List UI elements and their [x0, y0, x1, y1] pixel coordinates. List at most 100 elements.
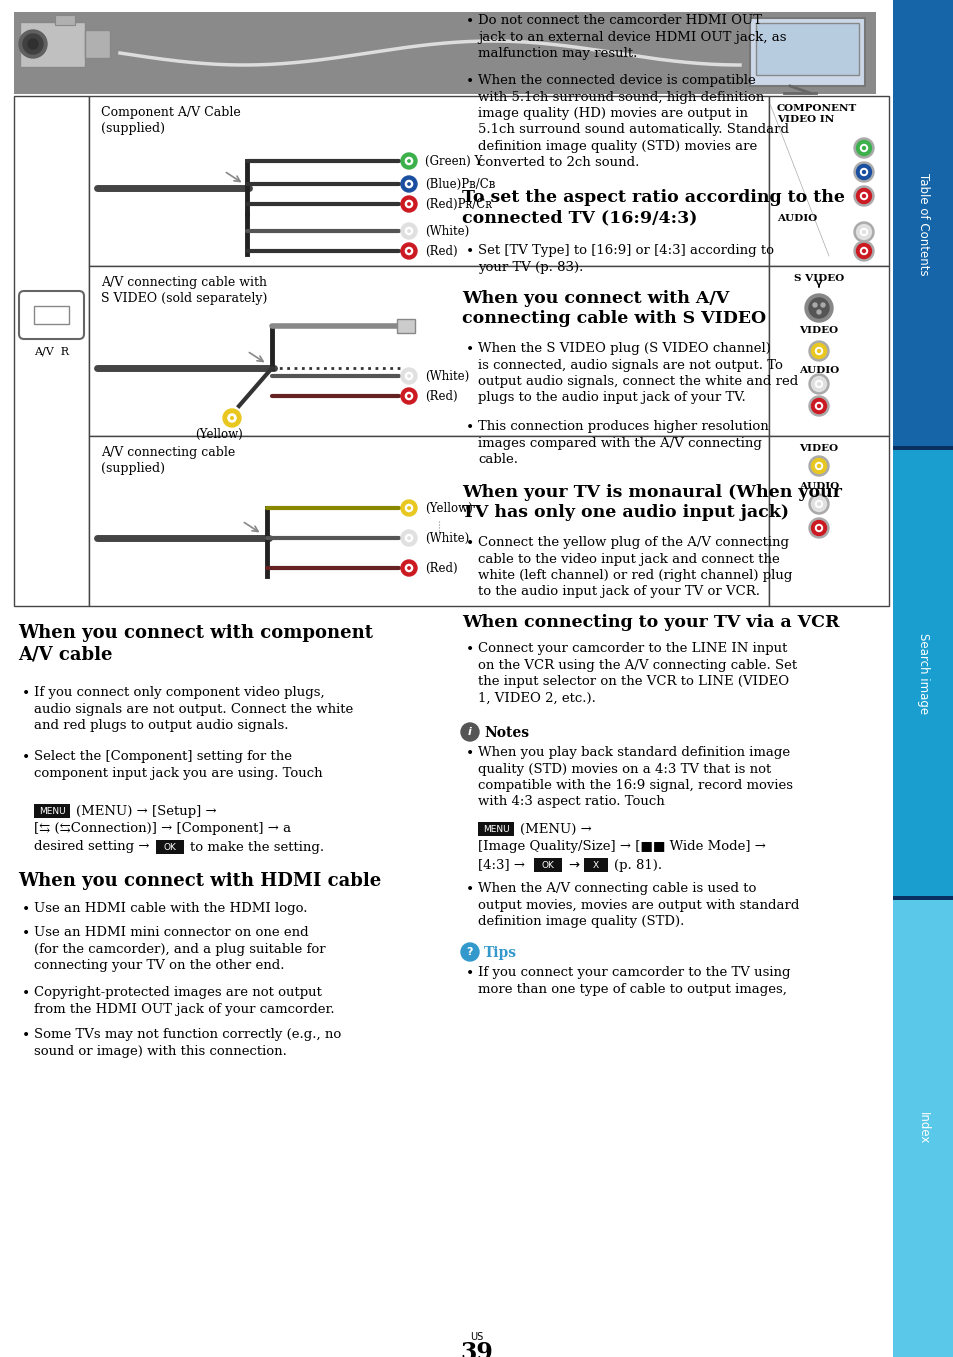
- Circle shape: [817, 464, 820, 468]
- Text: X: X: [593, 860, 598, 870]
- Text: COMPONENT
VIDEO IN: COMPONENT VIDEO IN: [776, 104, 857, 123]
- Circle shape: [853, 161, 873, 182]
- Circle shape: [405, 228, 412, 235]
- Circle shape: [817, 527, 820, 529]
- Text: Notes: Notes: [483, 726, 529, 740]
- Text: Table of Contents: Table of Contents: [916, 172, 929, 275]
- Text: •: •: [465, 642, 474, 655]
- Circle shape: [808, 456, 828, 476]
- Text: (White): (White): [424, 532, 469, 544]
- Circle shape: [812, 303, 816, 307]
- Circle shape: [405, 201, 412, 208]
- Circle shape: [808, 341, 828, 361]
- Bar: [477, 822, 514, 836]
- Circle shape: [815, 380, 821, 388]
- Circle shape: [400, 195, 416, 212]
- Circle shape: [862, 231, 864, 233]
- Circle shape: [862, 147, 864, 149]
- Bar: [89, 436, 768, 607]
- Text: When your TV is monaural (When your
TV has only one audio input jack): When your TV is monaural (When your TV h…: [461, 484, 841, 521]
- Circle shape: [853, 242, 873, 261]
- Circle shape: [811, 497, 825, 512]
- Bar: [14, 12, 875, 94]
- Text: When the A/V connecting cable is used to
output movies, movies are output with s: When the A/V connecting cable is used to…: [477, 882, 799, 928]
- Bar: [396, 319, 415, 332]
- Text: 39: 39: [460, 1341, 493, 1357]
- Circle shape: [407, 160, 410, 163]
- Circle shape: [860, 247, 866, 255]
- Text: MENU: MENU: [482, 825, 509, 833]
- Circle shape: [860, 168, 866, 175]
- Text: Component A/V Cable
(supplied): Component A/V Cable (supplied): [101, 106, 240, 134]
- Text: A/V connecting cable with
S VIDEO (sold separately): A/V connecting cable with S VIDEO (sold …: [101, 275, 267, 305]
- Circle shape: [817, 502, 820, 506]
- Circle shape: [815, 463, 821, 470]
- Text: When you connect with A/V
connecting cable with S VIDEO: When you connect with A/V connecting cab…: [461, 290, 765, 327]
- Circle shape: [400, 388, 416, 404]
- Circle shape: [405, 247, 412, 255]
- Circle shape: [23, 34, 43, 54]
- Text: US: US: [470, 1333, 483, 1342]
- Text: Connect your camcorder to the LINE IN input
on the VCR using the A/V connecting : Connect your camcorder to the LINE IN in…: [477, 642, 797, 704]
- Bar: [892, 900, 953, 1357]
- Circle shape: [460, 943, 478, 961]
- Bar: [583, 858, 607, 873]
- Bar: [34, 803, 70, 818]
- Circle shape: [811, 376, 825, 392]
- Bar: [156, 840, 184, 854]
- Circle shape: [811, 459, 825, 474]
- Circle shape: [816, 309, 821, 313]
- Bar: [89, 96, 768, 266]
- Text: (Yellow): (Yellow): [195, 427, 243, 441]
- Text: •: •: [465, 421, 474, 434]
- Text: Use an HDMI mini connector on one end
(for the camcorder), and a plug suitable f: Use an HDMI mini connector on one end (f…: [34, 925, 325, 972]
- Circle shape: [856, 243, 871, 258]
- Bar: [55, 15, 75, 24]
- Circle shape: [862, 250, 864, 252]
- Text: Index: Index: [916, 1111, 929, 1144]
- Circle shape: [860, 193, 866, 199]
- Circle shape: [815, 525, 821, 532]
- Circle shape: [407, 537, 410, 539]
- Circle shape: [817, 350, 820, 353]
- Text: desired setting →: desired setting →: [34, 840, 150, 854]
- Text: •: •: [22, 902, 30, 916]
- Circle shape: [407, 567, 410, 569]
- Circle shape: [811, 521, 825, 536]
- Bar: [89, 266, 768, 436]
- Bar: [768, 436, 888, 607]
- Text: (Blue)Pʙ/Cʙ: (Blue)Pʙ/Cʙ: [424, 178, 495, 190]
- Text: MENU: MENU: [39, 806, 65, 816]
- Text: VIDEO: VIDEO: [799, 326, 838, 335]
- Circle shape: [811, 343, 825, 358]
- Text: Use an HDMI cable with the HDMI logo.: Use an HDMI cable with the HDMI logo.: [34, 902, 307, 915]
- Circle shape: [405, 505, 412, 512]
- Text: (MENU) →: (MENU) →: [519, 822, 591, 836]
- Text: Select the [Component] setting for the
component input jack you are using. Touch: Select the [Component] setting for the c…: [34, 750, 322, 779]
- Text: Set [TV Type] to [16:9] or [4:3] according to
your TV (p. 83).: Set [TV Type] to [16:9] or [4:3] accordi…: [477, 244, 773, 274]
- Text: •: •: [22, 687, 30, 700]
- Text: [Image Quality/Size] → [■■ Wide Mode] →: [Image Quality/Size] → [■■ Wide Mode] →: [477, 840, 765, 854]
- Circle shape: [405, 565, 412, 571]
- Text: Tips: Tips: [483, 946, 517, 959]
- Text: Copyright-protected images are not output
from the HDMI OUT jack of your camcord: Copyright-protected images are not outpu…: [34, 987, 335, 1015]
- Text: A/V connecting cable
(supplied): A/V connecting cable (supplied): [101, 446, 235, 475]
- Text: (Red)Pʀ/Cʀ: (Red)Pʀ/Cʀ: [424, 198, 492, 210]
- Text: If you connect only component video plugs,
audio signals are not output. Connect: If you connect only component video plug…: [34, 687, 353, 731]
- Circle shape: [400, 368, 416, 384]
- Text: •: •: [465, 75, 474, 88]
- Text: →: →: [567, 859, 578, 871]
- Text: If you connect your camcorder to the TV using
more than one type of cable to out: If you connect your camcorder to the TV …: [477, 966, 790, 996]
- Circle shape: [405, 392, 412, 399]
- Text: Search image: Search image: [916, 634, 929, 715]
- Bar: [749, 18, 864, 85]
- Circle shape: [400, 243, 416, 259]
- Circle shape: [223, 408, 241, 427]
- Text: (Red): (Red): [424, 562, 457, 574]
- Text: •: •: [465, 746, 474, 760]
- Text: to make the setting.: to make the setting.: [190, 840, 324, 854]
- Circle shape: [400, 153, 416, 170]
- Circle shape: [407, 506, 410, 509]
- Text: (MENU) → [Setup] →: (MENU) → [Setup] →: [76, 805, 216, 817]
- Circle shape: [817, 383, 820, 385]
